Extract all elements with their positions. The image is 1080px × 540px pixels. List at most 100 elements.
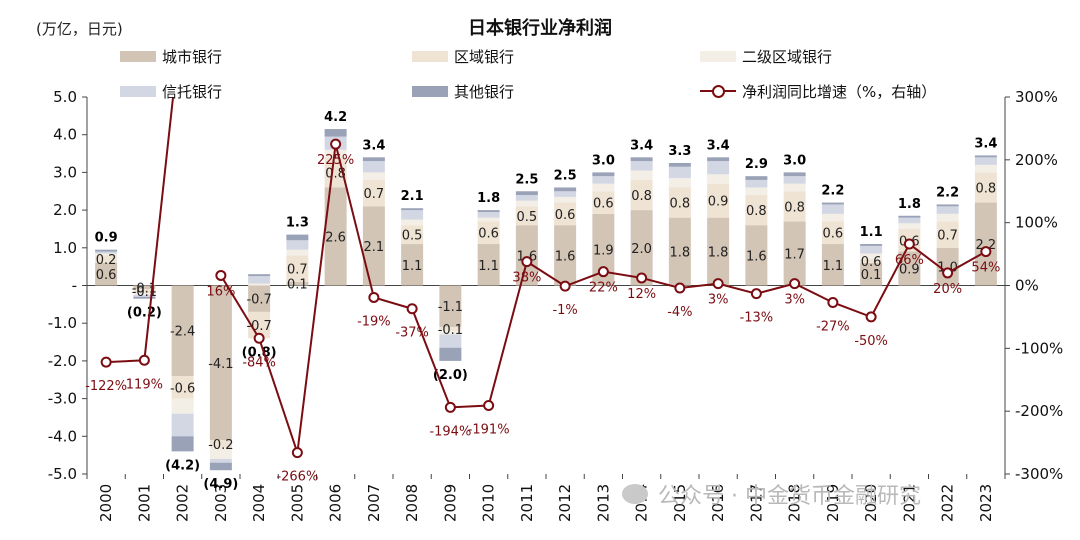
bar-total-label: 2.2 [936,185,959,200]
y-tick-label: 4.0 [53,126,77,144]
bar-segment [286,234,309,241]
regional-bank-value-label: 0.5 [517,210,538,225]
city-bank-value-label: 1.9 [593,244,614,259]
bar-segment [898,223,921,229]
bar-segment [898,217,921,224]
bar-segment [592,183,615,192]
city-bank-value-label: 1.1 [823,259,844,274]
bar-total-label: 2.5 [554,168,577,183]
y-tick-label: -3.0 [48,390,77,408]
bar-total-label: (0.2) [127,306,162,321]
bar-total-label: 2.5 [515,172,538,187]
growth-value-label: -13% [740,311,774,326]
regional-bank-value-label: 0.6 [823,227,844,242]
bar-segment [783,176,806,184]
bar-segment [630,179,653,211]
x-tick-label: 2017 [747,484,765,522]
y-tick-label: 3.0 [53,163,77,181]
bar-segment [439,326,462,331]
bar-total-label: 4.2 [324,110,347,125]
bar-total-label: (2.0) [433,368,468,383]
bar-segment [248,311,271,339]
regional-bank-value-label: 0.7 [287,263,308,278]
bar-segment [477,244,500,286]
legend-label-city-banks: 城市银行 [162,47,223,66]
city-bank-value-label: 1.8 [708,246,729,261]
bar-segment [171,413,194,437]
y2-tick-label: -300% [1015,465,1063,483]
bar-segment [592,172,615,177]
bar-segment [209,458,232,463]
bar-segment [248,285,271,312]
regional-bank-value-label: 0.8 [631,189,652,204]
growth-value-label: -50% [854,334,888,349]
bar-segment [707,157,730,162]
legend-swatch-growth-line [700,84,736,98]
bar-segment [401,219,424,226]
y2-tick-label: -200% [1015,402,1063,420]
bar-segment [248,274,271,277]
growth-value-label: 119% [126,377,163,392]
y-tick-label: 1.0 [53,239,77,257]
legend-swatch-city-banks [120,50,156,62]
bar-segment [324,129,347,137]
bar-segment [668,178,691,188]
y-tick-label: -2.0 [48,352,77,370]
x-tick-label: 2021 [900,484,918,522]
bar-segment [630,210,653,286]
bar-segment [821,213,844,222]
growth-point [827,296,839,308]
regional-bank-value-label: 0.8 [325,166,346,181]
growth-point [100,356,112,368]
bar-segment [515,200,538,207]
bar-segment [592,213,615,286]
bar-segment [95,251,118,254]
city-bank-value-label: 2.6 [325,230,346,245]
bar-segment [248,283,271,286]
growth-value-label: 20% [933,282,962,297]
growth-point [253,332,265,344]
y-tick-label: -1.0 [48,314,77,332]
wechat-icon [622,484,648,504]
growth-value-label: 54% [971,261,1000,276]
growth-value-label: -191% [468,423,510,438]
bar-segment [171,375,194,399]
bar-segment [974,202,997,286]
growth-value-label: -122% [85,379,127,394]
bar-segment [362,179,385,207]
bar-segment [401,208,424,211]
y-tick-label: 5.0 [53,88,77,106]
bar-total-label: (4.9) [203,477,238,492]
bar-segment [133,289,156,294]
city-bank-value-label: 0.1 [861,268,882,283]
bar-segment [821,221,844,245]
bar-segment [95,253,118,256]
x-tick-label: 2022 [939,484,957,522]
x-tick-label: 2023 [977,484,995,522]
growth-point [368,291,380,303]
regional-bank-value-label: 0.8 [976,181,997,196]
bar-segment [401,244,424,286]
growth-point [215,269,227,281]
bar-total-label: 1.3 [286,216,309,231]
watermark: 公众号 · 中金货币金融研究 [622,478,921,510]
watermark-text: 公众号 · 中金货币金融研究 [658,484,921,509]
bar-segment [209,462,232,471]
x-tick-label: 2012 [556,484,574,522]
legend-item-other-banks: 其他银行 [412,81,514,101]
bar-segment [554,191,577,197]
bar-segment [974,155,997,158]
growth-point [138,354,150,366]
growth-point [674,282,686,294]
y-tick-label: -4.0 [48,427,77,445]
legend-item-trust-banks: 信托银行 [120,81,222,101]
regional-bank-value-label: 0.8 [784,200,805,215]
growth-point [750,288,762,300]
legend-swatch-second-tier-banks [700,50,736,62]
bar-segment [95,249,118,252]
bar-segment [668,187,691,218]
bar-segment [439,334,462,348]
x-tick-label: 2015 [671,484,689,522]
city-bank-value-label: 1.8 [670,246,691,261]
bar-segment [783,191,806,222]
